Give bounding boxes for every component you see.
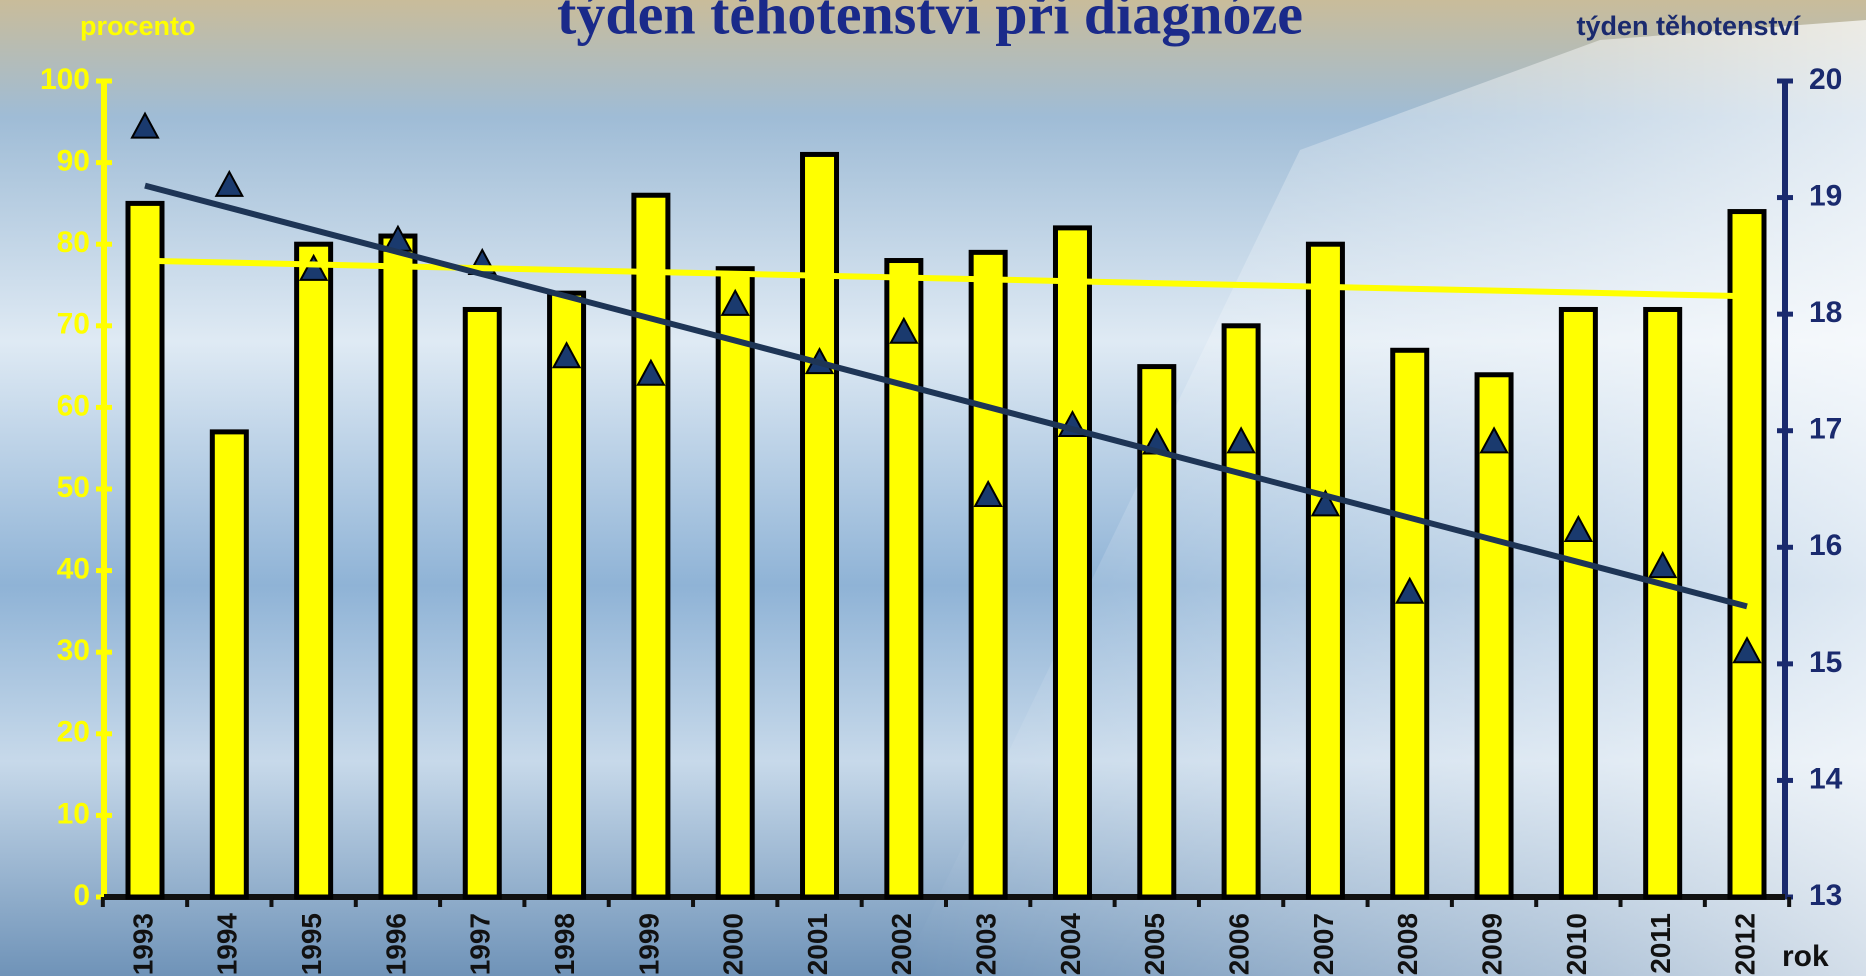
x-tick-label: 1995: [296, 913, 327, 975]
x-tick-label: 1998: [549, 913, 580, 975]
triangle-marker: [551, 341, 582, 369]
x-tick-label: 1994: [212, 913, 243, 976]
x-tick-label: 2000: [718, 913, 749, 975]
bar: [1558, 306, 1598, 900]
triangle-marker: [1395, 576, 1425, 604]
y-tick-label: 10: [57, 797, 90, 830]
x-tick-label: 1997: [465, 913, 496, 975]
triangle-marker: [889, 316, 919, 344]
x-tick-label: 1993: [127, 913, 158, 975]
bar: [884, 258, 924, 900]
x-tick-label: 2007: [1308, 913, 1339, 975]
bar: [1221, 323, 1261, 900]
y2-axis-label: týden těhotenství: [1576, 11, 1801, 41]
triangle-marker: [1732, 636, 1762, 664]
trend-line: [144, 257, 1748, 300]
x-axis-label: rok: [1782, 940, 1829, 973]
triangle-marker: [1648, 551, 1678, 579]
x-tick-label: 2005: [1139, 913, 1170, 975]
x-tick-label: 2008: [1392, 913, 1423, 975]
bar: [1474, 372, 1514, 900]
triangle-marker: [1310, 489, 1341, 517]
chart-title: týden těhotenství při diagnóze: [557, 0, 1303, 46]
y2-tick-label: 15: [1809, 646, 1842, 679]
triangle-marker: [973, 479, 1003, 507]
bar: [1643, 306, 1683, 900]
y2-tick-label: 17: [1809, 413, 1842, 446]
y-tick-label: 80: [57, 226, 90, 259]
bar: [1305, 241, 1345, 900]
bar: [1727, 209, 1767, 900]
bar: [294, 241, 334, 900]
triangle-marker: [1563, 514, 1594, 542]
y2-tick-label: 20: [1809, 63, 1842, 96]
y-tick-label: 40: [57, 553, 90, 586]
y2-tick-label: 18: [1809, 296, 1842, 329]
y2-tick-label: 16: [1809, 529, 1842, 562]
bar: [631, 192, 671, 900]
triangle-marker: [720, 288, 750, 316]
bar: [547, 290, 587, 900]
triangle-marker: [1226, 426, 1256, 454]
bar: [800, 151, 840, 900]
bar: [209, 429, 249, 900]
x-tick-label: 2009: [1476, 913, 1507, 975]
triangle-marker: [636, 358, 666, 386]
bar: [1052, 225, 1092, 900]
triangle-marker: [1479, 426, 1509, 454]
x-tick-label: 2004: [1055, 913, 1086, 976]
bar: [1390, 347, 1430, 900]
trend-line: [144, 182, 1748, 610]
bar: [378, 233, 418, 900]
x-tick-label: 2002: [886, 913, 917, 975]
bar: [968, 249, 1008, 900]
bar: [125, 200, 165, 900]
y-tick-label: 50: [57, 471, 90, 504]
y2-tick-label: 19: [1809, 179, 1842, 212]
y-tick-label: 20: [57, 716, 90, 749]
x-tick-label: 2012: [1729, 913, 1760, 975]
y-axis-label: procento: [80, 11, 196, 41]
x-tick-label: 2001: [802, 913, 833, 975]
x-tick-label: 1996: [380, 913, 411, 975]
y-tick-label: 90: [57, 145, 90, 178]
y-tick-label: 100: [40, 63, 90, 96]
x-tick-label: 2011: [1645, 913, 1676, 974]
y-tick-label: 60: [57, 389, 90, 422]
x-tick-label: 1999: [633, 913, 664, 975]
x-tick-label: 2010: [1561, 913, 1592, 975]
y2-tick-label: 13: [1809, 879, 1842, 912]
y-tick-label: 0: [73, 879, 90, 912]
y-tick-label: 70: [57, 308, 90, 341]
bar: [715, 266, 755, 900]
triangle-marker: [214, 169, 244, 197]
triangle-marker: [130, 111, 160, 139]
x-tick-label: 2003: [971, 913, 1002, 975]
x-tick-label: 2006: [1223, 913, 1254, 975]
bar: [462, 306, 502, 900]
y-tick-label: 30: [57, 634, 90, 667]
triangle-marker: [298, 253, 329, 281]
y2-tick-label: 14: [1809, 762, 1843, 795]
